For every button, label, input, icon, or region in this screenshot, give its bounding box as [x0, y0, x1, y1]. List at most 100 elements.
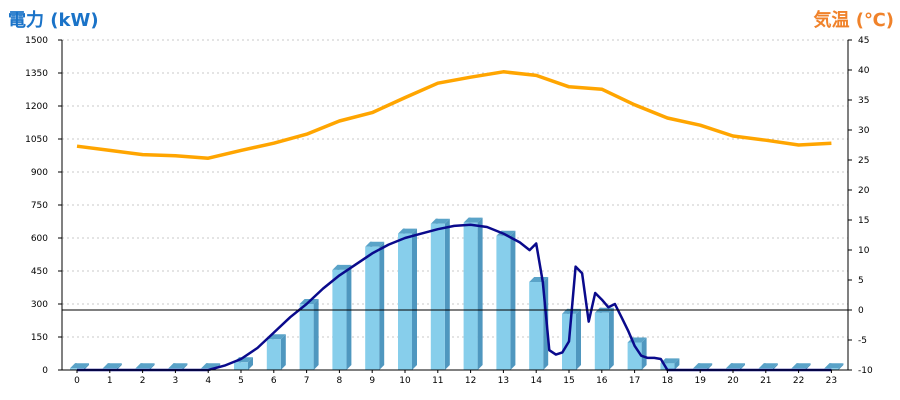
bar-top-face	[70, 363, 89, 369]
right-tick-label: 40	[858, 66, 870, 76]
bar-top-face	[726, 363, 745, 369]
bar-front-face	[332, 269, 347, 370]
bar-front-face	[430, 223, 445, 370]
power-bars	[70, 217, 844, 370]
bar-front-face	[594, 312, 609, 370]
x-tick-label: 6	[271, 376, 277, 386]
right-tick-label: 35	[858, 96, 869, 106]
bar-side-face	[838, 363, 844, 370]
x-tick-label: 8	[337, 376, 343, 386]
left-tick-label: 1200	[25, 102, 48, 112]
right-tick-label: 5	[858, 276, 864, 286]
left-tick-label: 1050	[25, 135, 48, 145]
bar-12	[463, 217, 483, 370]
bar-top-face	[791, 363, 811, 369]
bar-side-face	[510, 230, 516, 370]
bar-side-face	[346, 264, 352, 370]
bar-14	[529, 277, 549, 370]
x-tick-label: 7	[304, 376, 310, 386]
right-tick-label: 30	[858, 126, 870, 136]
bar-top-face	[758, 363, 778, 369]
bar-side-face	[576, 308, 581, 370]
bar-9	[365, 241, 385, 370]
bar-top-face	[463, 217, 483, 223]
x-tick-label: 9	[369, 376, 375, 386]
x-tick-label: 22	[793, 376, 804, 386]
bar-front-face	[398, 233, 412, 370]
x-tick-label: 18	[662, 376, 674, 386]
bar-side-face	[608, 307, 614, 370]
bar-side-face	[116, 363, 122, 370]
x-tick-label: 20	[727, 376, 739, 386]
bar-front-face	[463, 222, 478, 370]
x-tick-label: 0	[74, 376, 80, 386]
right-tick-label: 15	[858, 216, 869, 226]
bar-top-face	[430, 218, 450, 224]
bar-6	[266, 334, 286, 370]
bar-11	[430, 218, 450, 370]
left-axis-title: 電力 (kW)	[8, 10, 99, 31]
bar-top-face	[693, 363, 713, 369]
bar-17	[627, 337, 647, 370]
bar-top-face	[332, 264, 352, 270]
left-tick-label: 450	[31, 267, 48, 277]
bar-side-face	[379, 241, 385, 370]
left-tick-label: 750	[31, 201, 48, 211]
bar-side-face	[149, 363, 155, 370]
x-tick-label: 4	[205, 376, 211, 386]
left-tick-label: 0	[42, 366, 48, 376]
right-tick-label: 10	[858, 246, 870, 256]
bar-13	[496, 230, 516, 370]
left-tick-label: 1350	[25, 69, 48, 79]
x-tick-label: 10	[399, 376, 411, 386]
bar-5	[234, 357, 253, 370]
x-tick-label: 15	[563, 376, 574, 386]
right-tick-label: -5	[858, 336, 867, 346]
bar-top-face	[168, 363, 188, 369]
bar-side-face	[444, 218, 450, 370]
bar-front-face	[529, 282, 544, 370]
bar-front-face	[365, 246, 380, 370]
left-tick-label: 900	[31, 168, 48, 178]
bar-side-face	[707, 363, 713, 370]
x-tick-label: 5	[238, 376, 244, 386]
bar-side-face	[412, 228, 417, 370]
bar-top-face	[102, 363, 122, 369]
bar-top-face	[824, 363, 844, 369]
bar-side-face	[477, 217, 483, 370]
bar-side-face	[280, 334, 286, 370]
right-tick-label: 45	[858, 36, 869, 46]
x-tick-label: 17	[629, 376, 640, 386]
bar-front-face	[234, 362, 248, 370]
power-line-layer	[77, 223, 832, 372]
bar-18	[660, 358, 680, 370]
bar-side-face	[772, 363, 778, 370]
grid-lines	[62, 39, 848, 338]
bar-side-face	[641, 337, 647, 370]
bar-front-face	[496, 235, 511, 370]
right-tick-label: 25	[858, 156, 869, 166]
bar-side-face	[674, 358, 680, 370]
bar-side-face	[313, 299, 319, 370]
bar-front-face	[660, 363, 675, 370]
x-tick-label: 14	[530, 376, 542, 386]
x-tick-label: 11	[432, 376, 443, 386]
bar-top-face	[365, 241, 385, 247]
bar-side-face	[84, 363, 89, 370]
left-tick-label: 600	[31, 234, 48, 244]
bar-10	[398, 228, 417, 370]
axes	[58, 39, 852, 373]
x-tick-label: 16	[596, 376, 608, 386]
bar-front-face	[266, 339, 281, 370]
x-tick-label: 3	[173, 376, 179, 386]
bar-side-face	[740, 363, 745, 370]
x-tick-label: 2	[140, 376, 146, 386]
bar-top-face	[398, 228, 417, 234]
x-tick-label: 19	[694, 376, 706, 386]
x-tick-label: 21	[760, 376, 771, 386]
temperature-line	[76, 70, 832, 160]
temperature-line-layer	[76, 70, 832, 160]
x-tick-label: 13	[498, 376, 509, 386]
bar-16	[594, 307, 614, 370]
